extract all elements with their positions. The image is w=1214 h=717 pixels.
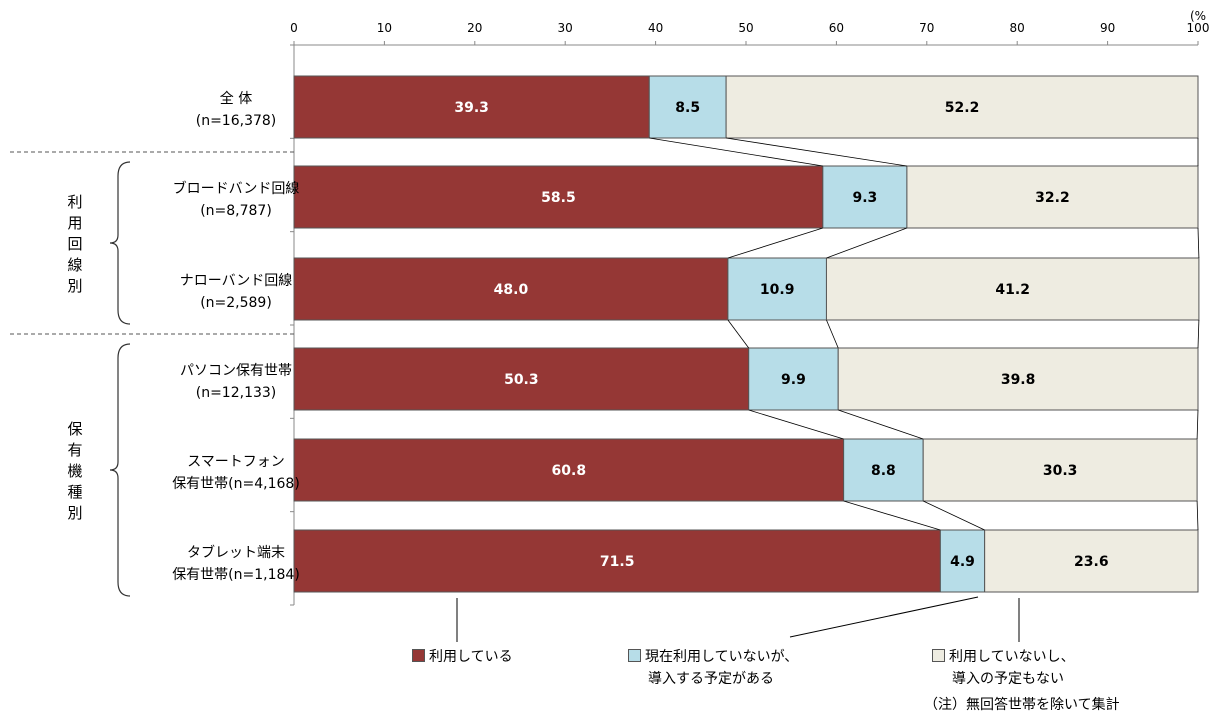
bar-segment [922,438,1198,502]
x-tick-label: 70 [919,21,934,35]
connector-line [649,137,823,167]
connector-line [1197,227,1200,259]
data-label: 39.8 [1001,372,1036,388]
group-label-char: 有 [67,441,82,459]
data-label: 10.9 [760,282,795,298]
group-brace [109,343,131,597]
bar-segment [825,257,1200,321]
category-sample-size: (n=8,787) [200,203,272,219]
category-label: ナローバンド回線 [180,273,293,289]
category-label: 全 体 [220,90,252,107]
group-label-char: 保 [67,420,82,438]
bar-segment [843,438,924,502]
bar-segment [648,75,727,139]
category-sample-size: 保有世帯(n=4,168) [172,476,300,492]
legend-swatch-planned [628,649,641,662]
category-label: スマートフォン [187,454,285,470]
data-label: 60.8 [552,463,587,479]
connector-line [748,409,844,440]
connector-line [843,500,941,531]
bar-segment [906,165,1199,229]
group-label-char: 用 [67,214,82,232]
x-tick-label: 100 [1187,21,1210,35]
x-tick-label: 20 [467,21,482,35]
category-sample-size: (n=2,589) [200,295,272,311]
data-label: 32.2 [1035,190,1070,206]
bar-segment [727,257,827,321]
category-label: パソコン保有世帯 [180,363,292,379]
data-label: 58.5 [541,190,576,206]
bar-segment [984,529,1199,593]
bar-segment [939,529,986,593]
group-label-char: 別 [67,504,82,522]
data-label: 50.3 [504,372,539,388]
x-tick-label: 80 [1010,21,1025,35]
x-tick-label: 30 [558,21,573,35]
bar-segment [725,75,1199,139]
connector-line [826,227,908,259]
legend-item-planned: 現在利用していないが、 導入する予定がある [628,646,798,690]
connector-line [826,319,839,349]
connector-line [1196,500,1199,531]
bar-segment [748,347,839,411]
group-label-char: 種 [67,483,82,501]
data-label: 30.3 [1043,463,1078,479]
legend-label-not-planned: 利用していないし、 [949,649,1075,665]
bar-segment [837,347,1199,411]
bar-segment [293,347,750,411]
legend-label-not-planned-line2: 導入の予定もない [952,671,1064,687]
connector-line [923,500,985,531]
connector-line [726,137,907,167]
group-label-char: 回 [67,235,82,253]
legend-swatch-used [412,649,425,662]
bar-segment [293,529,941,593]
x-tick-label: 90 [1100,21,1115,35]
x-tick-label: 0 [290,21,298,35]
x-tick-label: 10 [377,21,392,35]
data-label: 9.9 [781,372,806,388]
connector-line [838,409,924,440]
data-label: 23.6 [1074,554,1109,570]
category-sample-size: 保有世帯(n=1,184) [172,567,300,583]
category-sample-size: (n=12,133) [196,385,277,401]
legend-leader-line [789,596,979,638]
data-label: 48.0 [494,282,529,298]
legend-label-used: 利用している [429,649,513,665]
data-label: 9.3 [852,190,877,206]
category-label: タブレット端末 [187,544,285,561]
unit-label: (% [1190,9,1206,23]
data-label: 8.5 [675,100,700,116]
category-label: ブロードバンド回線 [173,180,300,197]
data-label: 39.3 [454,100,489,116]
group-label-char: 利 [67,193,82,211]
data-label: 4.9 [950,554,975,570]
legend-swatch-not-planned [932,649,945,662]
bar-segment [293,257,729,321]
connector-line [727,319,750,349]
group-brace [109,161,131,325]
legend-item-used: 利用している [412,646,513,668]
x-tick-label: 40 [648,21,663,35]
legend-label-planned-line2: 導入する予定がある [648,671,774,687]
group-label-char: 線 [67,256,82,274]
data-label: 52.2 [945,100,980,116]
legend-item-not-planned: 利用していないし、 導入の予定もない [932,646,1075,690]
data-label: 71.5 [600,554,635,570]
connector-line [1197,319,1200,349]
data-label: 8.8 [871,463,896,479]
legend-label-planned: 現在利用していないが、 [645,649,799,665]
connector-line [1196,409,1199,440]
x-tick-label: 50 [738,21,753,35]
data-label: 41.2 [995,282,1030,298]
group-label-char: 機 [67,462,82,480]
connector-line [727,227,823,259]
x-tick-label: 60 [829,21,844,35]
footnote: （注）無回答世帯を除いて集計 [924,697,1120,713]
bar-segment [293,75,650,139]
group-label-char: 別 [67,277,82,295]
category-sample-size: (n=16,378) [196,113,277,129]
bar-segment [293,438,845,502]
